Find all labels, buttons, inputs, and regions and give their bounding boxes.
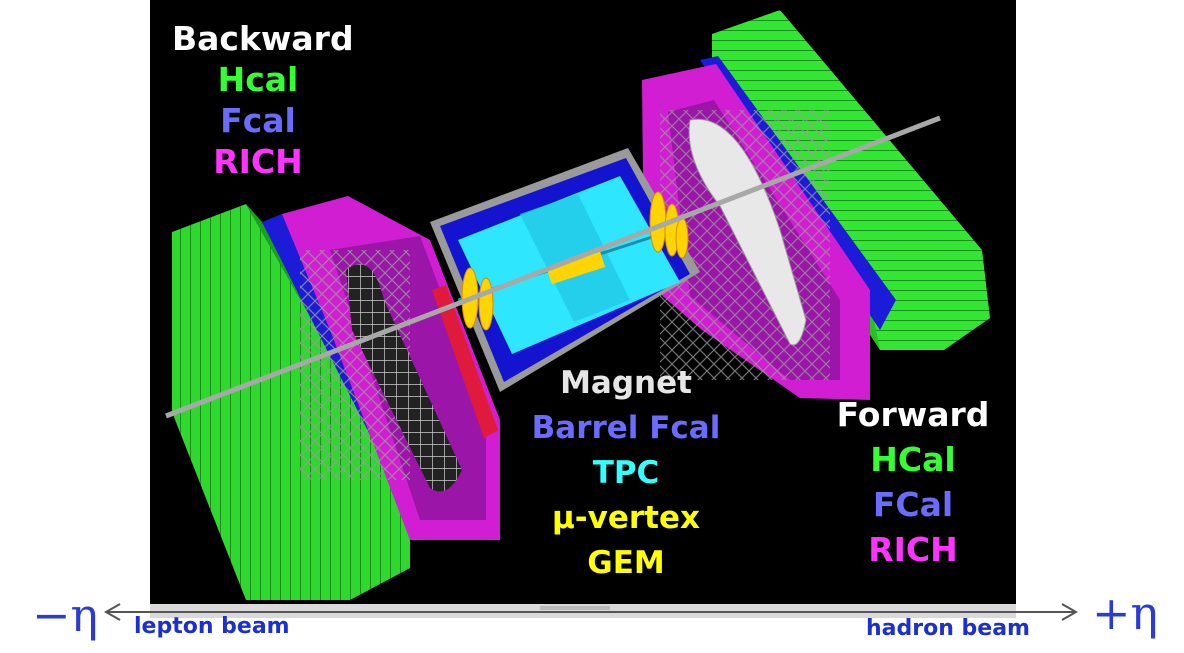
forward-item-fcal: FCal <box>872 485 954 524</box>
backward-item-rich: RICH <box>213 142 303 181</box>
hadron-beam-label: hadron beam <box>866 616 1030 641</box>
forward-title: Forward <box>836 395 990 434</box>
forward-endcap <box>642 10 990 400</box>
micro-vertex <box>546 251 606 285</box>
backward-item-fcal: Fcal <box>220 101 296 140</box>
center-item-magnet: Magnet <box>560 365 692 401</box>
beam-pipe <box>165 115 941 419</box>
center-item-barrel-fcal: Barrel Fcal <box>531 410 721 446</box>
center-item-tpc: TPC <box>592 455 660 491</box>
eta-axis-left-arrow <box>103 603 121 621</box>
backward-hcal <box>172 204 410 600</box>
forward-item-hcal: HCal <box>870 440 956 479</box>
center-item-gem: GEM <box>587 545 665 581</box>
backward-mirror <box>346 264 462 492</box>
plus-eta-label: +η <box>1092 586 1159 640</box>
lepton-beam-label: lepton beam <box>134 614 290 639</box>
forward-item-rich: RICH <box>868 530 958 569</box>
eta-axis-right-arrow <box>1061 603 1079 621</box>
backward-item-hcal: Hcal <box>217 60 299 99</box>
backward-title: Backward <box>172 19 354 58</box>
forward-label-group: Forward HCal FCal RICH <box>830 398 996 566</box>
center-label-group: Magnet Barrel Fcal TPC μ-vertex GEM <box>520 368 732 579</box>
forward-mirror <box>688 118 807 346</box>
forward-hcal <box>712 10 990 350</box>
central-barrel <box>430 148 700 392</box>
backward-label-group: Backward Hcal Fcal RICH <box>172 19 354 181</box>
center-item-mu-vertex: μ-vertex <box>551 500 701 536</box>
minus-eta-label: −η <box>32 588 99 642</box>
backward-endcap <box>172 196 500 600</box>
